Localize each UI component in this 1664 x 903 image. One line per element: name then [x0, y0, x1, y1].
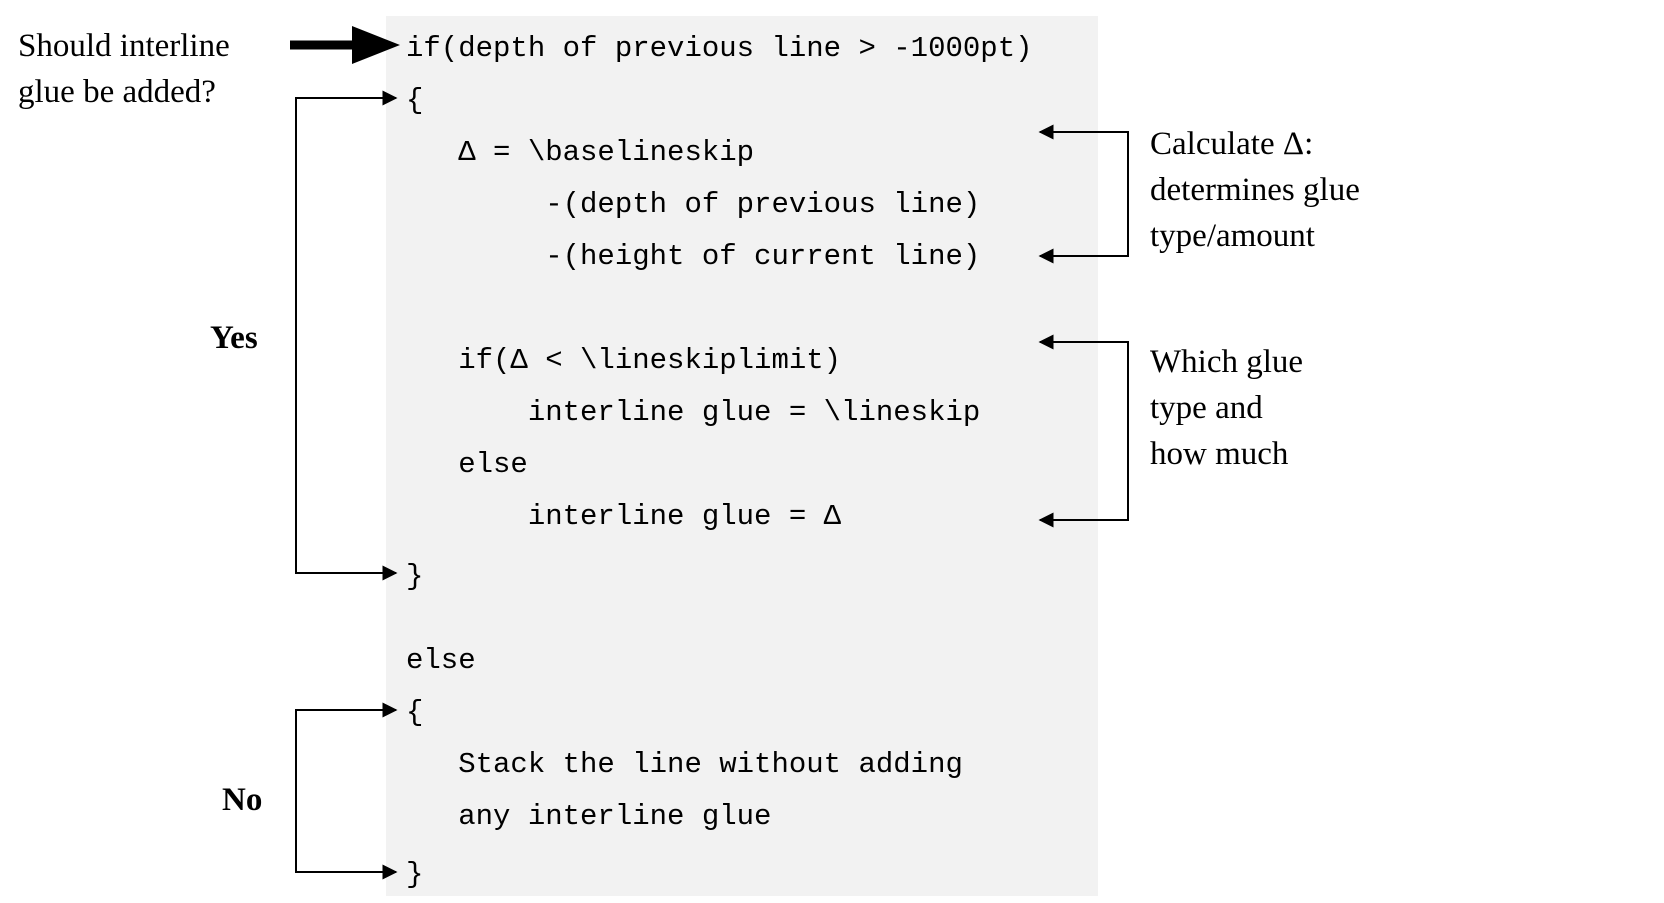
bracket-yes — [296, 98, 396, 573]
code-line-13: else — [406, 644, 476, 677]
annotation-question-line1: Should interline — [18, 24, 230, 69]
annotation-which-line2: type and — [1150, 386, 1263, 431]
code-line-14: { — [406, 696, 423, 729]
code-line-7: if(Δ < \lineskiplimit) — [406, 344, 841, 377]
annotation-which-line3: how much — [1150, 432, 1288, 477]
code-line-10: interline glue = Δ — [406, 500, 841, 533]
annotation-question-line2: glue be added? — [18, 70, 216, 115]
code-line-8: interline glue = \lineskip — [406, 396, 980, 429]
code-line-15: Stack the line without adding — [406, 748, 963, 781]
label-yes: Yes — [210, 316, 258, 361]
label-no: No — [222, 778, 262, 823]
code-line-4: -(depth of previous line) — [406, 188, 980, 221]
code-line-17: } — [406, 858, 423, 891]
code-line-3: Δ = \baselineskip — [406, 136, 754, 169]
arrow-main-pointer — [290, 26, 400, 64]
code-line-1: if(depth of previous line > -1000pt) — [406, 32, 1033, 65]
code-line-16: any interline glue — [406, 800, 771, 833]
annotation-which-line1: Which glue — [1150, 340, 1303, 385]
code-line-11: } — [406, 560, 423, 593]
annotation-calc-line1: Calculate Δ: — [1150, 122, 1313, 167]
code-line-2: { — [406, 84, 423, 117]
bracket-no — [296, 710, 396, 872]
annotation-calc-line3: type/amount — [1150, 214, 1315, 259]
code-line-5: -(height of current line) — [406, 240, 980, 273]
annotation-calc-line2: determines glue — [1150, 168, 1360, 213]
code-line-9: else — [406, 448, 528, 481]
